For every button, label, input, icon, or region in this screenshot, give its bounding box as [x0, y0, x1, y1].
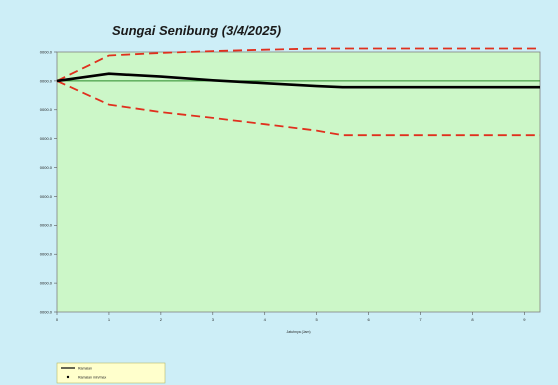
x-tick-label: 5 — [316, 317, 319, 322]
x-tick-label: 7 — [419, 317, 422, 322]
y-tick-label: 0000.0 — [40, 136, 53, 141]
legend-label-ramalan: Ramalan — [78, 367, 92, 371]
y-tick-label: 0000.0 — [40, 223, 53, 228]
y-tick-label: 0000.0 — [40, 252, 53, 257]
x-tick-label: 3 — [212, 317, 215, 322]
x-tick-label: 2 — [160, 317, 163, 322]
legend-label-ramalan-minmax: Ramalan min/max — [78, 376, 106, 380]
y-tick-label: 0000.0 — [40, 281, 53, 286]
x-tick-label: 1 — [108, 317, 111, 322]
y-axis: 0000.0 0000.0 0000.0 0000.0 0000.0 0000.0 0000… — [40, 49, 57, 314]
x-tick-label: 6 — [367, 317, 370, 322]
x-tick-label: 4 — [264, 317, 267, 322]
plot-area — [56, 51, 541, 313]
x-axis-label: Jatuhnya (Jam) — [286, 330, 310, 334]
x-tick-label: 8 — [471, 317, 474, 322]
series-line-0 — [56, 72, 540, 89]
series-line-1 — [56, 47, 540, 82]
x-axis: 0 1 2 3 4 5 6 7 8 9 — [56, 312, 526, 322]
y-tick-label: 0000.0 — [40, 107, 53, 112]
legend: Ramalan Ramalan min/max — [56, 362, 166, 384]
y-tick-label: 0000.0 — [40, 78, 53, 83]
y-tick-label: 0000.0 — [40, 309, 53, 314]
series-line-2 — [56, 80, 540, 137]
series-layer — [56, 47, 540, 137]
y-tick-label: 0000.0 — [40, 49, 53, 54]
chart-title: Sungai Senibung (3/4/2025) — [112, 23, 281, 38]
x-tick-label: 9 — [523, 317, 526, 322]
legend-box — [56, 362, 166, 384]
legend-swatch-ramalan-minmax — [66, 375, 70, 379]
x-tick-label: 0 — [56, 317, 59, 322]
y-tick-label: 0000.0 — [40, 194, 53, 199]
y-tick-label: 0000.0 — [40, 165, 53, 170]
